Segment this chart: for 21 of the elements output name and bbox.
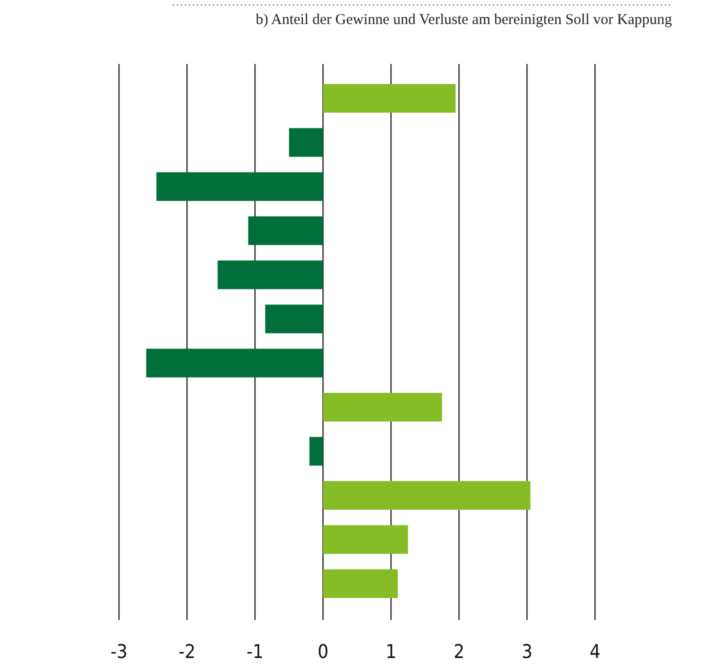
x-tick-label: 2: [454, 641, 464, 663]
bar: [323, 525, 408, 554]
chart-title: b) Anteil der Gewinne und Verluste am bereinigten Soll vor Kappung: [256, 12, 672, 28]
bar: [248, 216, 323, 246]
bar: [323, 392, 442, 422]
bar: [265, 304, 323, 334]
bar: [309, 436, 323, 466]
bar: [323, 569, 398, 598]
x-tick-label: -3: [110, 641, 128, 663]
bar: [323, 481, 530, 510]
bar: [218, 260, 323, 290]
x-tick-label: -2: [178, 641, 196, 663]
bar: [289, 128, 323, 157]
x-tick-label: 1: [386, 641, 396, 663]
x-tick-label: 0: [318, 641, 328, 663]
x-tick-label: 4: [590, 641, 600, 663]
bar: [156, 172, 323, 201]
bar: [323, 84, 456, 113]
bar: [146, 348, 323, 378]
x-tick-label: 3: [522, 641, 532, 663]
x-tick-label: -1: [246, 641, 264, 663]
